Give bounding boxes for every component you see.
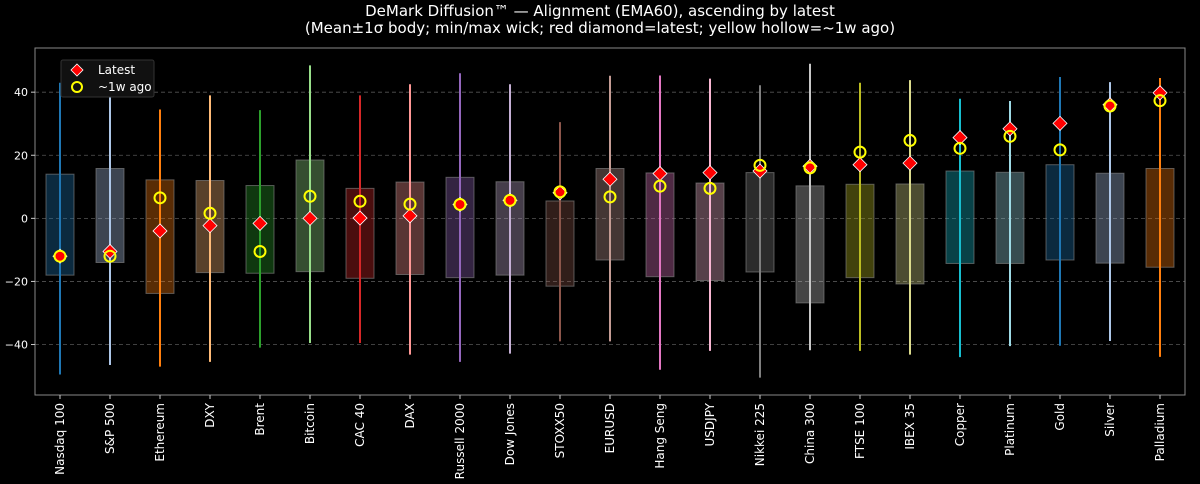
x-tick-label: Ethereum bbox=[153, 403, 167, 462]
week-ago-marker bbox=[203, 206, 217, 220]
week-ago-marker bbox=[53, 249, 67, 263]
legend-latest-marker bbox=[70, 63, 84, 77]
latest-marker bbox=[252, 215, 268, 231]
week-ago-marker bbox=[1153, 94, 1167, 108]
x-tick-label: Palladium bbox=[1153, 403, 1167, 461]
category-group bbox=[245, 110, 275, 348]
x-tick-label: Bitcoin bbox=[303, 403, 317, 444]
category-group bbox=[545, 122, 575, 342]
week-ago-marker bbox=[503, 193, 517, 207]
category-group bbox=[1095, 82, 1125, 342]
category-group bbox=[845, 82, 875, 351]
marks bbox=[45, 63, 1175, 378]
x-tick-label: DXY bbox=[203, 402, 217, 427]
legend: Latest ~1w ago bbox=[60, 59, 155, 98]
x-tick-label: Nikkei 225 bbox=[753, 403, 767, 466]
y-axis: −40 −20 0 20 40 bbox=[5, 86, 35, 352]
x-tick-label: China 300 bbox=[803, 403, 817, 464]
y-tick-label: −20 bbox=[5, 275, 28, 288]
x-tick-label: DAX bbox=[403, 403, 417, 428]
latest-marker bbox=[402, 208, 418, 224]
y-tick-label: 20 bbox=[14, 149, 28, 162]
category-group bbox=[45, 82, 75, 375]
week-ago-marker bbox=[553, 185, 567, 199]
category-group bbox=[495, 84, 525, 354]
chart-subtitle: (Mean±1σ body; min/max wick; red diamond… bbox=[305, 19, 895, 37]
category-group bbox=[95, 73, 125, 366]
category-group bbox=[345, 95, 375, 343]
legend-box bbox=[60, 59, 155, 98]
x-tick-label: Nasdaq 100 bbox=[53, 403, 67, 475]
legend-latest-label: Latest bbox=[98, 63, 135, 77]
x-tick-label: STOXX50 bbox=[553, 403, 567, 458]
latest-marker bbox=[1052, 115, 1068, 131]
week-ago-marker bbox=[403, 197, 417, 211]
x-tick-label: S&P 500 bbox=[103, 403, 117, 454]
x-tick-label: Dow Jones bbox=[503, 403, 517, 465]
x-tick-label: Copper bbox=[953, 403, 967, 446]
latest-marker bbox=[902, 155, 918, 171]
x-tick-label: CAC 40 bbox=[353, 403, 367, 447]
week-ago-marker bbox=[753, 158, 767, 172]
week-ago-marker bbox=[1103, 99, 1117, 113]
latest-marker bbox=[152, 223, 168, 239]
category-group bbox=[645, 75, 675, 370]
latest-marker bbox=[852, 157, 868, 173]
category-group bbox=[895, 80, 925, 355]
category-group bbox=[195, 95, 225, 362]
y-tick-label: 0 bbox=[21, 212, 28, 225]
x-tick-label: IBEX 35 bbox=[903, 403, 917, 450]
legend-week-label: ~1w ago bbox=[98, 80, 152, 94]
category-group bbox=[745, 85, 775, 378]
y-tick-label: 40 bbox=[14, 86, 28, 99]
x-axis: Nasdaq 100 S&P 500 Ethereum DXY Brent Bitcoin… bbox=[53, 395, 1167, 479]
week-ago-marker bbox=[653, 179, 667, 193]
latest-marker bbox=[202, 218, 218, 234]
category-group bbox=[1045, 77, 1075, 346]
latest-marker bbox=[302, 210, 318, 226]
week-ago-marker bbox=[703, 181, 717, 195]
week-ago-marker bbox=[353, 194, 367, 208]
week-ago-marker bbox=[103, 249, 117, 263]
week-ago-marker bbox=[453, 197, 467, 211]
week-ago-marker bbox=[603, 190, 617, 204]
latest-marker bbox=[702, 165, 718, 181]
x-tick-label: Russell 2000 bbox=[453, 403, 467, 479]
latest-marker bbox=[602, 171, 618, 187]
x-tick-label: Silver bbox=[1103, 403, 1117, 437]
category-group bbox=[945, 98, 975, 358]
category-group bbox=[445, 73, 475, 362]
x-tick-label: Platinum bbox=[1003, 403, 1017, 456]
category-group bbox=[995, 100, 1025, 347]
week-ago-marker bbox=[853, 145, 867, 159]
x-tick-label: Brent bbox=[253, 403, 267, 436]
category-group bbox=[395, 84, 425, 355]
category-group bbox=[145, 109, 175, 367]
week-ago-marker bbox=[1053, 143, 1067, 157]
latest-marker bbox=[952, 130, 968, 146]
x-tick-label: FTSE 100 bbox=[853, 403, 867, 459]
week-ago-marker bbox=[803, 161, 817, 175]
y-tick-label: −40 bbox=[5, 339, 28, 352]
x-tick-label: Hang Seng bbox=[653, 403, 667, 469]
week-ago-marker bbox=[1003, 129, 1017, 143]
category-group bbox=[695, 78, 725, 351]
category-group bbox=[795, 63, 825, 351]
category-group bbox=[1145, 77, 1175, 357]
week-ago-marker bbox=[903, 133, 917, 147]
x-tick-label: USDJPY bbox=[703, 402, 717, 446]
category-group bbox=[595, 75, 625, 342]
latest-marker bbox=[352, 210, 368, 226]
category-group bbox=[295, 65, 325, 343]
week-ago-marker bbox=[253, 244, 267, 258]
week-ago-marker bbox=[153, 191, 167, 205]
week-ago-marker bbox=[953, 141, 967, 155]
x-tick-label: Gold bbox=[1053, 403, 1067, 431]
legend-week-marker bbox=[71, 81, 83, 93]
week-ago-marker bbox=[303, 189, 317, 203]
x-tick-label: EURUSD bbox=[603, 403, 617, 453]
chart-title: DeMark Diffusion™ — Alignment (EMA60), a… bbox=[365, 2, 835, 20]
